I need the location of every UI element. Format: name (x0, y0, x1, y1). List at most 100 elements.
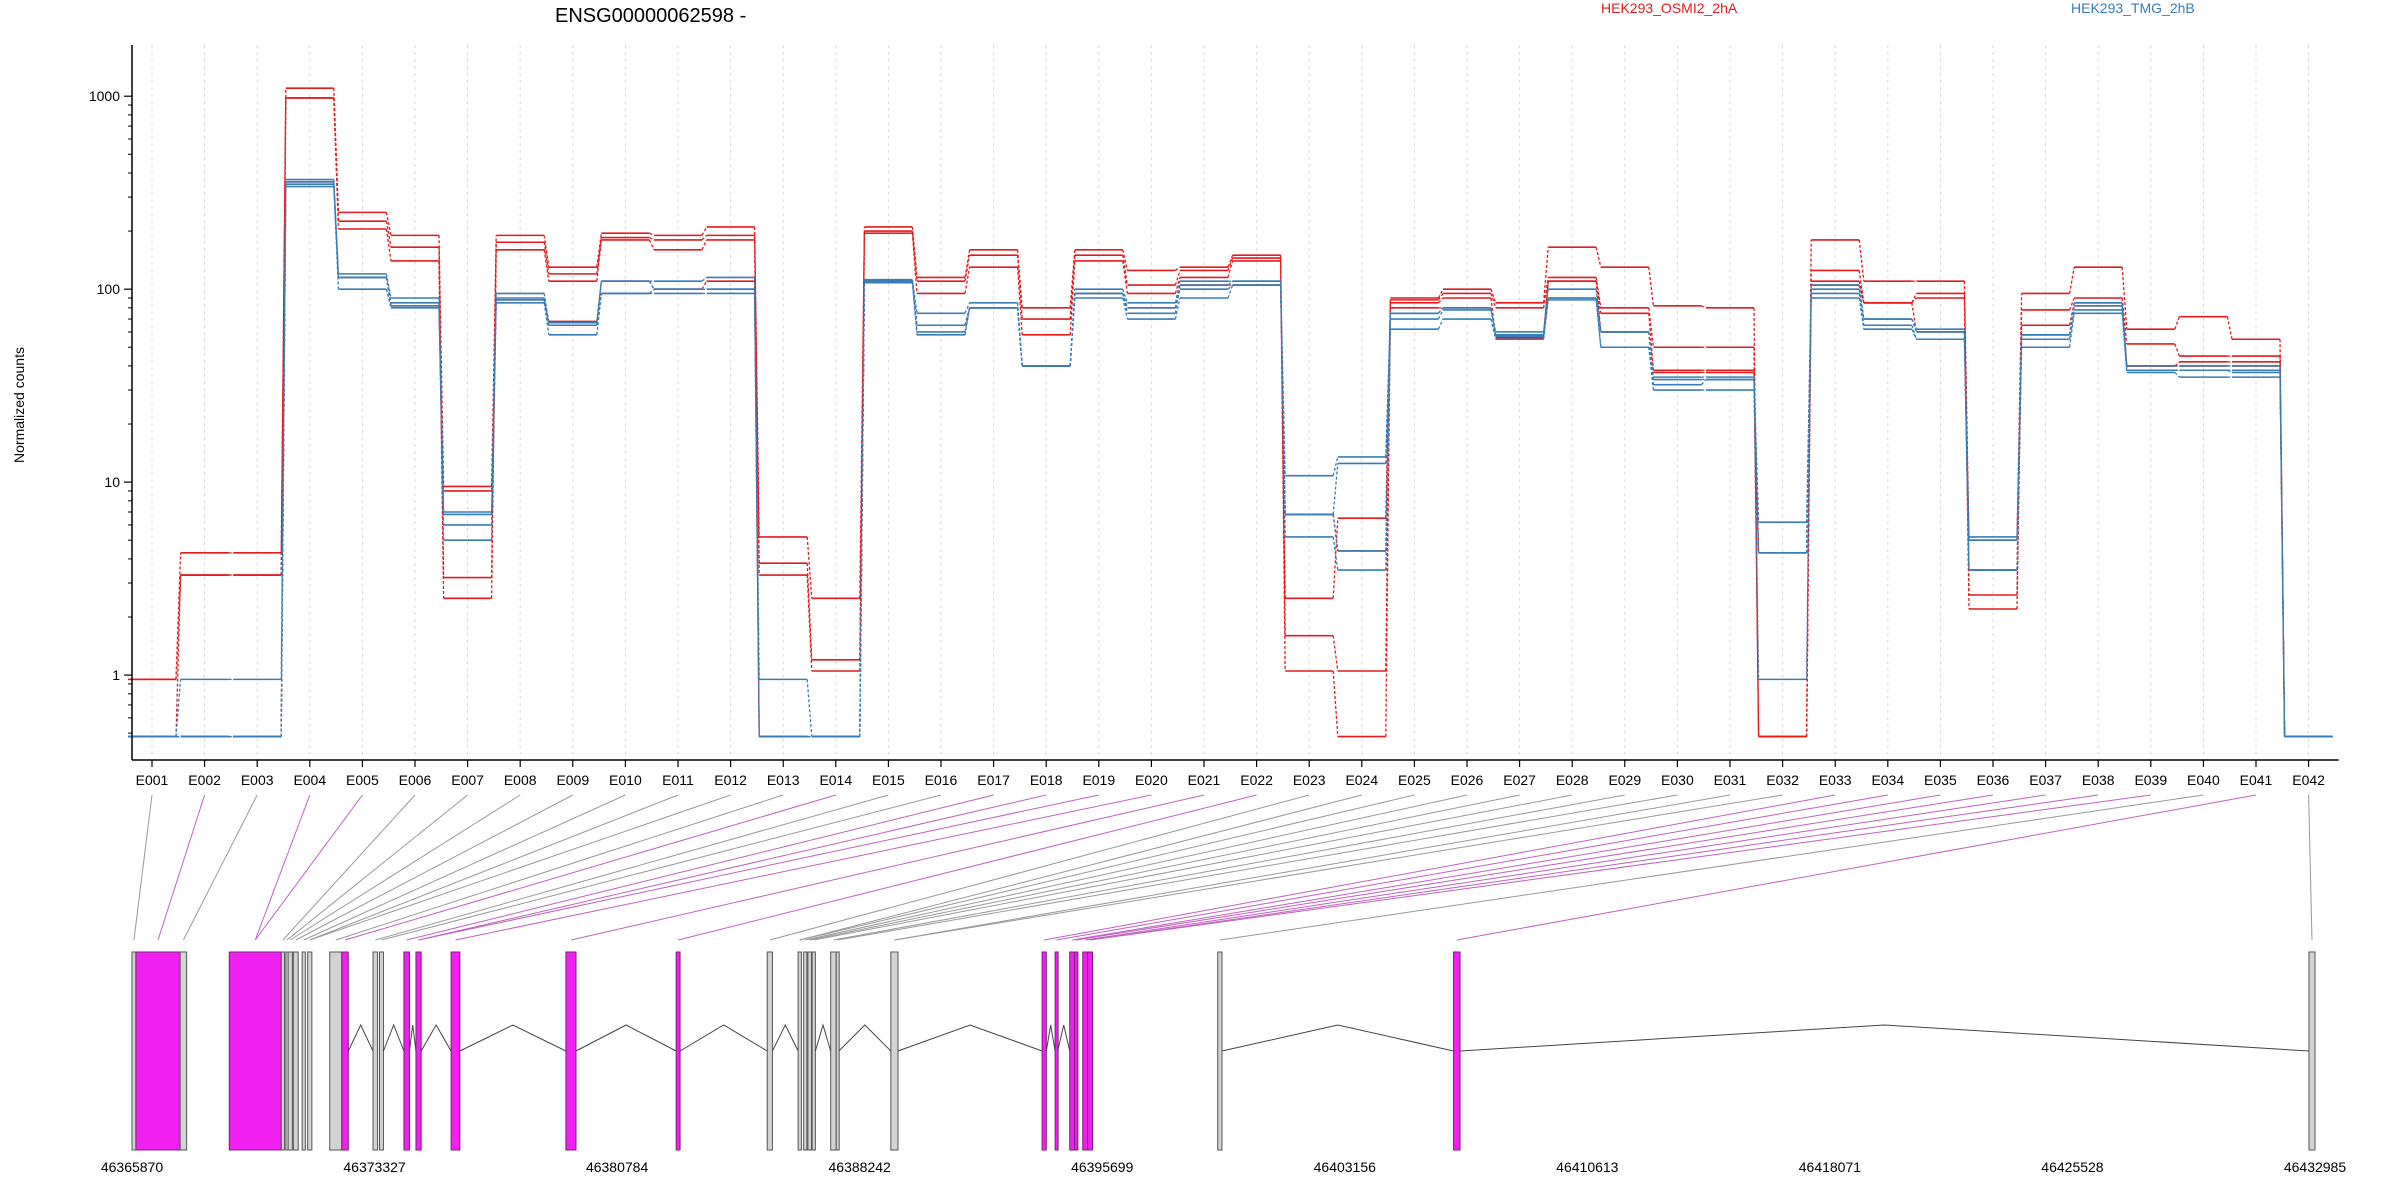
step-connector (1122, 255, 1129, 286)
exon-box-e023 (807, 951, 812, 1151)
connector-e023 (769, 794, 1310, 941)
legend-entry-tmg: HEK293_TMG_2hB (2071, 0, 2195, 16)
step-connector (753, 239, 760, 576)
step-connector (649, 232, 655, 236)
connector-e008 (289, 794, 521, 941)
step-connector (1911, 325, 1918, 340)
connector-e003 (182, 794, 258, 941)
step-connector (2174, 316, 2181, 330)
step-connector (859, 281, 866, 737)
intron-line (771, 1023, 799, 1052)
connector-e035 (1072, 794, 1941, 941)
x-tick-label-e035: E035 (1924, 772, 1957, 788)
intron-line (575, 1024, 677, 1052)
step-connector (543, 235, 550, 268)
step-connector (596, 293, 603, 335)
connector-e034 (1056, 794, 1888, 941)
step-connector (1227, 284, 1234, 290)
exon-box-e002 (135, 951, 181, 1151)
step-connector (806, 536, 813, 599)
series-7 (128, 185, 2333, 738)
exon-box-e019 (675, 951, 681, 1151)
legend-entry-osmi2: HEK293_OSMI2_2hA (1601, 0, 1738, 16)
x-tick-label-e038: E038 (2082, 772, 2115, 788)
intron-line (1045, 1024, 1056, 1052)
step-connector (596, 281, 603, 323)
x-tick-label-e036: E036 (1977, 772, 2010, 788)
step-connector (1122, 249, 1129, 271)
step-connector (1227, 280, 1234, 286)
step-connector (1595, 297, 1602, 333)
connector-e041 (1456, 794, 2257, 941)
step-connector (964, 302, 971, 314)
step-connector (1701, 305, 1707, 309)
step-connector (543, 242, 550, 274)
connector-e028 (813, 794, 1573, 941)
coordinate-label: 46373327 (343, 1159, 406, 1175)
step-connector (1911, 297, 1917, 304)
step-connector (596, 281, 603, 326)
step-connector (701, 226, 708, 236)
step-connector (806, 563, 813, 660)
axis-layer: 1 10 100 1000 E001 E002 E003 E004 E005 E006 E007 E0… (89, 45, 2339, 788)
connector-e033 (1044, 794, 1836, 941)
step-connector (1332, 456, 1339, 476)
y-tick-label: 100 (97, 281, 121, 297)
step-connector (333, 181, 340, 278)
step-connector (1858, 289, 1865, 320)
connector-e004 (254, 794, 311, 941)
exon-box-e018 (565, 951, 577, 1151)
exon-box-e032 (1082, 951, 1089, 1151)
exon-box-e013 (372, 951, 379, 1151)
step-connector (1542, 297, 1549, 337)
step-connector (1490, 318, 1497, 340)
step-connector (1069, 255, 1076, 320)
step-connector (1858, 284, 1865, 320)
step-connector (280, 97, 287, 576)
step-connector (1437, 307, 1444, 314)
step-connector (753, 226, 760, 537)
x-tick-label-e003: E003 (241, 772, 274, 788)
connector-e015 (375, 794, 889, 941)
step-connector (1332, 518, 1339, 599)
connector-e036 (1076, 794, 1994, 941)
step-connector (701, 239, 708, 251)
step-connector (385, 273, 392, 299)
connector-e024 (799, 794, 1362, 941)
connector-e002 (157, 794, 206, 941)
intron-line (679, 1024, 768, 1052)
step-connector (1648, 313, 1655, 371)
step-connector (2174, 343, 2181, 357)
y-tick-label: 10 (104, 474, 120, 490)
step-connector (1648, 331, 1655, 380)
intron-line (420, 1023, 452, 1052)
x-tick-label-e031: E031 (1714, 772, 1747, 788)
connector-e037 (1085, 794, 2046, 941)
step-connector (1016, 255, 1023, 320)
step-connector (1595, 247, 1602, 268)
intron-line (382, 1023, 405, 1052)
connector-e027 (809, 794, 1520, 941)
step-connector (2174, 372, 2180, 378)
step-connector (911, 233, 918, 294)
step-connector (280, 179, 287, 680)
exon-box-e008 (292, 951, 299, 1151)
x-tick-label-e021: E021 (1188, 772, 1221, 788)
connector-e026 (805, 794, 1468, 941)
step-connector (1227, 257, 1234, 271)
step-connector (543, 302, 550, 335)
step-connector (2068, 313, 2075, 348)
intron-line (838, 1024, 892, 1052)
series-1 (128, 87, 2333, 738)
x-tick-label-e008: E008 (504, 772, 537, 788)
coordinate-label: 46380784 (586, 1159, 649, 1175)
connector-e020 (455, 794, 1152, 941)
exon-box-e021 (797, 951, 802, 1151)
x-tick-label-e030: E030 (1661, 772, 1694, 788)
step-connector (280, 88, 287, 553)
intron-line (897, 1024, 1043, 1052)
step-connector (1174, 289, 1181, 309)
step-connector (385, 221, 392, 248)
x-tick-label-e007: E007 (451, 772, 484, 788)
step-connector (1648, 267, 1655, 306)
